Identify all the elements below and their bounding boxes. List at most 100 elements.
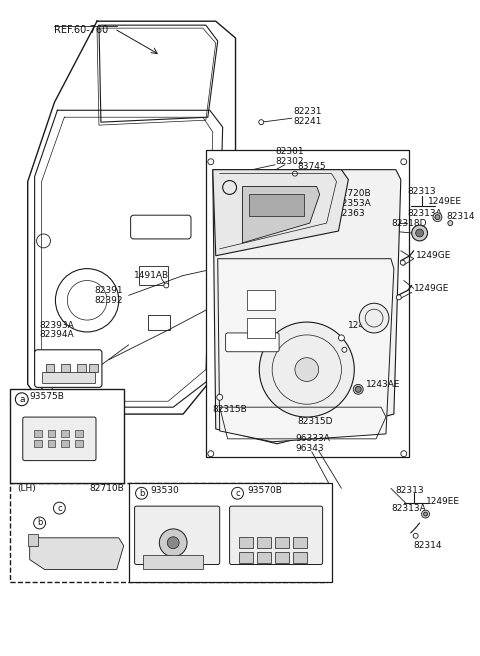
Text: REF.60-760: REF.60-760 [54, 25, 108, 35]
Circle shape [159, 529, 187, 556]
Circle shape [167, 537, 179, 548]
Bar [293, 537, 307, 548]
Text: 82301: 82301 [275, 148, 304, 156]
Text: 93530: 93530 [150, 486, 179, 495]
Circle shape [208, 451, 214, 457]
Text: 82393A: 82393A [39, 321, 74, 329]
Text: 82302: 82302 [275, 157, 304, 166]
Circle shape [400, 260, 405, 265]
Circle shape [433, 213, 442, 222]
Bar [34, 440, 42, 447]
Bar [250, 194, 304, 216]
Text: 82315B: 82315B [213, 405, 248, 414]
Text: 1249EE: 1249EE [426, 497, 459, 506]
Bar [42, 371, 95, 383]
Text: b: b [139, 489, 144, 498]
Circle shape [217, 394, 223, 400]
Circle shape [448, 220, 453, 226]
Bar [46, 363, 54, 371]
Bar [61, 430, 69, 437]
Text: 82315D: 82315D [297, 417, 332, 426]
FancyBboxPatch shape [35, 350, 102, 388]
Bar [89, 363, 98, 371]
Bar [139, 266, 168, 285]
Bar [61, 440, 69, 447]
Circle shape [292, 171, 298, 176]
Text: 82314: 82314 [414, 541, 442, 550]
Text: 82363: 82363 [336, 209, 365, 218]
Text: 82710B: 82710B [89, 484, 124, 493]
Text: 82313: 82313 [408, 187, 436, 196]
Bar [129, 483, 332, 583]
Text: 82353A: 82353A [336, 199, 371, 208]
Text: (LH): (LH) [17, 484, 36, 493]
Text: 1249LB: 1249LB [348, 321, 382, 329]
Bar [34, 430, 42, 437]
Circle shape [342, 347, 347, 352]
Circle shape [355, 386, 361, 392]
Text: 93570B: 93570B [247, 486, 282, 495]
Circle shape [401, 451, 407, 457]
Bar [48, 430, 55, 437]
Circle shape [401, 159, 407, 165]
Bar [247, 291, 275, 310]
Circle shape [338, 335, 344, 341]
Text: 1491AB: 1491AB [133, 271, 169, 280]
Text: 96343: 96343 [295, 444, 324, 453]
FancyBboxPatch shape [229, 506, 323, 565]
Text: 82313A: 82313A [391, 504, 426, 512]
Polygon shape [213, 170, 401, 444]
Text: 1249GE: 1249GE [416, 251, 451, 260]
Polygon shape [213, 170, 348, 256]
Circle shape [435, 215, 440, 220]
Circle shape [259, 119, 264, 125]
Text: 82313: 82313 [396, 486, 424, 495]
Text: 82394A: 82394A [39, 331, 74, 339]
Circle shape [359, 303, 389, 333]
Bar [144, 554, 203, 569]
Text: 96333A: 96333A [295, 434, 330, 443]
FancyBboxPatch shape [226, 333, 279, 352]
Text: 82391: 82391 [94, 286, 123, 295]
Text: a: a [19, 395, 24, 403]
Text: 1249GE: 1249GE [414, 284, 449, 293]
Text: b: b [37, 518, 42, 527]
Text: 82318D: 82318D [391, 218, 426, 228]
Bar [247, 318, 275, 338]
Text: 82231: 82231 [293, 107, 322, 115]
Circle shape [353, 384, 363, 394]
Bar [257, 552, 271, 563]
Circle shape [421, 510, 430, 518]
Circle shape [259, 322, 354, 417]
FancyBboxPatch shape [131, 215, 191, 239]
Bar [293, 552, 307, 563]
FancyBboxPatch shape [134, 506, 220, 565]
Circle shape [412, 225, 428, 241]
Text: c: c [57, 504, 62, 512]
Bar [275, 552, 289, 563]
Circle shape [295, 358, 319, 381]
Text: 93575B: 93575B [30, 392, 65, 401]
Bar [275, 537, 289, 548]
Circle shape [423, 512, 428, 516]
Circle shape [396, 295, 401, 300]
Text: c: c [235, 489, 240, 498]
Text: 82392: 82392 [94, 296, 122, 305]
Text: 82313A: 82313A [408, 209, 443, 218]
Polygon shape [218, 258, 394, 441]
Bar [28, 534, 37, 546]
Bar [75, 440, 83, 447]
Bar [10, 483, 326, 583]
Text: 83745: 83745 [297, 162, 325, 171]
Bar [75, 430, 83, 437]
Bar [48, 440, 55, 447]
Text: 82314: 82314 [446, 212, 475, 220]
Bar [148, 315, 170, 330]
Text: 82720B: 82720B [336, 189, 371, 198]
Bar [10, 390, 124, 483]
Bar [240, 552, 253, 563]
Circle shape [413, 533, 418, 539]
FancyBboxPatch shape [23, 417, 96, 461]
Polygon shape [242, 186, 320, 243]
Polygon shape [30, 538, 124, 569]
